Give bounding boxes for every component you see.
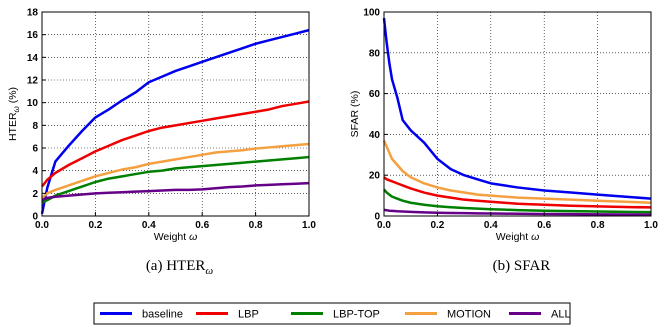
- series-line-sfar-all: [383, 208, 652, 216]
- x-tick-label: 0.6: [195, 220, 209, 231]
- series-line-sfar-lbp-top: [383, 188, 652, 214]
- y-tick-label: 100: [363, 8, 380, 19]
- x-tick-label: 0.8: [591, 220, 605, 231]
- legend-label-lbp: LBP: [238, 309, 259, 321]
- y-tick-label: 20: [369, 171, 381, 182]
- series-line-sfar-baseline: [382, 17, 652, 200]
- y-tick-label: 14: [27, 53, 39, 64]
- series-line-hter-lbp: [41, 100, 310, 188]
- y-axis-label-sfar: SFAR (%): [349, 91, 361, 138]
- ticks-sfar: 0.0 0.2 0.4 0.6 0.8 1.0 0 20 40 60 80 100: [363, 8, 658, 232]
- panel-hter: 0.0 0.2 0.4 0.6 0.8 1.0 0 2 4 6 8 10 12 14 16 18 Weight…: [7, 8, 316, 278]
- y-tick-label: 12: [27, 76, 39, 87]
- x-axis-label-hter: Weight ω: [154, 231, 198, 243]
- y-tick-label: 8: [32, 121, 38, 132]
- x-tick-label: 0.0: [35, 220, 49, 231]
- x-tick-label: 0.4: [484, 220, 498, 231]
- y-tick-label: 4: [32, 166, 38, 177]
- series-line-hter-motion: [41, 142, 310, 199]
- y-axis-label-hter: HTERω (%): [7, 87, 21, 141]
- x-tick-label: 0.2: [430, 220, 444, 231]
- y-tick-label: 0: [374, 212, 380, 223]
- series-line-hter-all: [41, 181, 310, 202]
- x-tick-label: 0.2: [88, 220, 102, 231]
- y-tick-label: 16: [27, 30, 39, 41]
- series-line-sfar-motion: [382, 140, 652, 204]
- series-line-sfar-lbp: [383, 176, 652, 209]
- y-tick-label: 40: [369, 130, 381, 141]
- series-line-hter-lbp-top: [41, 155, 310, 204]
- ticks-hter: 0.0 0.2 0.4 0.6 0.8 1.0 0 2 4 6 8 10 12 14 16 18: [27, 8, 317, 232]
- caption-sfar: (b) SFAR: [493, 258, 551, 274]
- x-tick-label: 0.8: [249, 220, 263, 231]
- x-tick-label: 0.6: [537, 220, 551, 231]
- x-tick-label: 1.0: [644, 220, 658, 231]
- y-tick-label: 6: [32, 144, 38, 155]
- plot-frame-hter: [41, 11, 310, 217]
- x-tick-label: 1.0: [302, 220, 316, 231]
- legend-label-lbp-top: LBP-TOP: [333, 309, 380, 321]
- y-tick-label: 0: [32, 212, 38, 223]
- legend-label-all: ALL: [551, 309, 571, 321]
- lines-hter: [40, 28, 310, 214]
- legend-label-baseline: baseline: [142, 309, 183, 321]
- y-tick-label: 18: [27, 8, 39, 19]
- x-axis-label-sfar: Weight ω: [496, 231, 540, 243]
- y-tick-label: 10: [27, 98, 39, 109]
- y-tick-label: 60: [369, 89, 381, 100]
- y-tick-label: 2: [32, 189, 38, 200]
- lines-sfar: [382, 17, 652, 216]
- y-tick-label: 80: [369, 48, 381, 59]
- series-line-hter-baseline: [40, 28, 310, 214]
- legend: baseline LBP LBP-TOP MOTION ALL: [93, 302, 571, 325]
- plot-frame-sfar: [383, 11, 652, 217]
- grid-sfar: [383, 11, 652, 217]
- x-tick-label: 0.4: [142, 220, 156, 231]
- x-tick-label: 0.0: [377, 220, 391, 231]
- caption-hter: (a) HTERω: [146, 258, 214, 277]
- legend-box: [93, 302, 571, 325]
- legend-label-motion: MOTION: [447, 309, 491, 321]
